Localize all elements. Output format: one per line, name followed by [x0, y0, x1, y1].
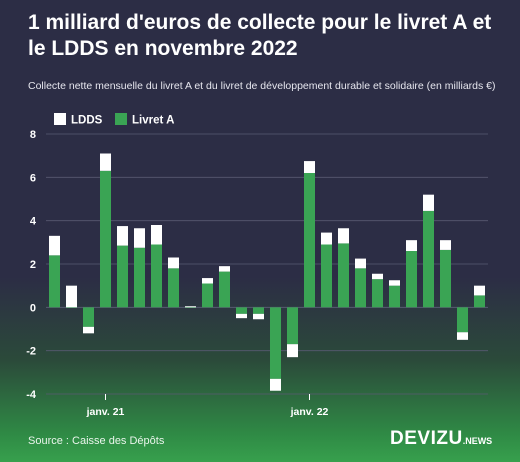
y-tick-label: 0	[30, 302, 36, 314]
bar-livret-a	[321, 244, 332, 308]
legend-swatch	[54, 113, 66, 125]
chart-title: 1 milliard d'euros de collecte pour le l…	[28, 11, 492, 60]
chart-subtitle: Collecte nette mensuelle du livret A et …	[28, 80, 496, 92]
bar-ldds	[83, 326, 94, 334]
bar-livret-a	[151, 244, 162, 308]
bar-livret-a	[372, 279, 383, 308]
bar-ldds	[134, 228, 145, 248]
bar-livret-a	[304, 173, 315, 308]
bar-ldds	[151, 225, 162, 245]
bar-ldds	[100, 153, 111, 171]
bar-ldds	[321, 232, 332, 245]
bar-ldds	[338, 228, 349, 244]
bar-livret-a	[355, 268, 366, 308]
bar-livret-a	[270, 307, 281, 379]
legend-label: LDDS	[71, 115, 103, 127]
bar-ldds	[406, 240, 417, 251]
brand-suffix: .NEWS	[462, 436, 493, 446]
x-tick-label: janv. 22	[290, 406, 329, 418]
bar-livret-a	[474, 295, 485, 308]
brand-logo: DEVIZU.NEWS	[390, 428, 492, 450]
bar-ldds	[355, 258, 366, 269]
bar-ldds	[185, 306, 196, 308]
bar-livret-a	[66, 307, 77, 308]
bar-livret-a	[117, 245, 128, 308]
bar-livret-a	[338, 243, 349, 308]
y-tick-label: 4	[30, 216, 37, 228]
legend-swatch	[115, 113, 127, 125]
bar-ldds	[168, 257, 179, 269]
y-tick-label: 6	[30, 172, 36, 184]
legend-label: Livret A	[132, 115, 174, 127]
bar-ldds	[49, 235, 60, 256]
bar-ldds	[474, 285, 485, 296]
bar-ldds	[66, 285, 77, 308]
bar-livret-a	[202, 283, 213, 308]
bar-livret-a	[389, 285, 400, 308]
bar-livret-a	[457, 307, 468, 333]
bar-livret-a	[134, 247, 145, 308]
bar-ldds	[389, 280, 400, 286]
bar-livret-a	[236, 307, 247, 314]
y-tick-label: -2	[26, 346, 36, 358]
bar-livret-a	[219, 271, 230, 308]
y-tick-label: 2	[30, 259, 36, 271]
bar-ldds	[270, 378, 281, 391]
bar-ldds	[423, 194, 434, 211]
bar-ldds	[117, 226, 128, 246]
x-tick-label: janv. 21	[86, 406, 125, 418]
y-tick-label: 8	[30, 129, 36, 141]
bar-livret-a	[83, 307, 94, 327]
bar-livret-a	[100, 170, 111, 308]
bar-livret-a	[49, 255, 60, 308]
brand-main: DEVIZU	[390, 428, 463, 449]
bar-ldds	[372, 273, 383, 280]
bar-ldds	[219, 266, 230, 272]
bar-ldds	[236, 313, 247, 319]
bar-livret-a	[185, 307, 196, 308]
bar-ldds	[287, 344, 298, 358]
bar-livret-a	[423, 210, 434, 308]
bar-livret-a	[168, 268, 179, 308]
bar-ldds	[253, 313, 264, 320]
bar-livret-a	[253, 307, 264, 314]
bar-ldds	[202, 278, 213, 284]
source-note: Source : Caisse des Dépôts	[28, 435, 165, 447]
bar-livret-a	[406, 251, 417, 308]
y-tick-label: -4	[26, 389, 37, 401]
bar-livret-a	[440, 249, 451, 308]
bar-ldds	[440, 240, 451, 250]
bar-ldds	[304, 161, 315, 173]
bar-ldds	[457, 332, 468, 340]
bar-livret-a	[287, 307, 298, 345]
